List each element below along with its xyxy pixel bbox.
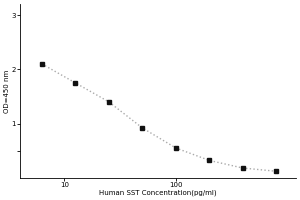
Y-axis label: OD=450 nm: OD=450 nm bbox=[4, 69, 10, 113]
X-axis label: Human SST Concentration(pg/ml): Human SST Concentration(pg/ml) bbox=[99, 189, 217, 196]
